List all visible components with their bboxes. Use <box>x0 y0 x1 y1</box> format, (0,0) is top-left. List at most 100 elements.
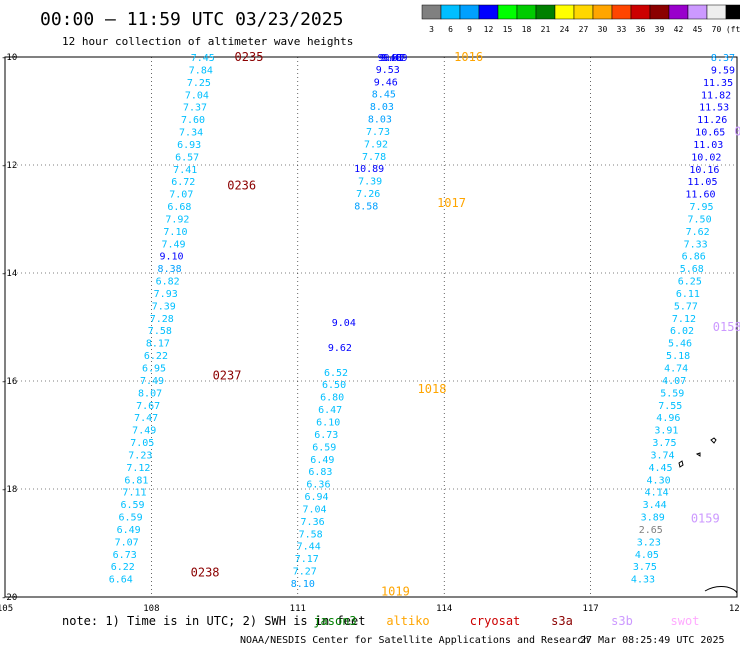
satellite-cryosat: cryosat <box>470 614 521 628</box>
swh-value: 8.17 <box>146 339 170 350</box>
swh-value: 3.44 <box>643 500 667 511</box>
swh-value: 7.39 <box>358 177 382 188</box>
swh-value: 8.45 <box>372 90 396 101</box>
swh-value: 8.07 <box>138 388 162 399</box>
swh-value: 2.65 <box>639 525 663 536</box>
swh-value: 3.23 <box>637 537 661 548</box>
swh-value: 8.03 <box>368 115 392 126</box>
swh-value: 6.50 <box>322 380 346 391</box>
credit-agency: NOAA/NESDIS Center for Satellite Applica… <box>240 635 589 646</box>
legend-swatch <box>535 4 556 20</box>
swh-value: 4.05 <box>635 550 659 561</box>
swh-value: 7.58 <box>299 529 323 540</box>
swh-value: 3.91 <box>654 426 678 437</box>
x-tick-label: 111 <box>290 604 306 614</box>
legend-label: (ft) <box>726 25 740 34</box>
swh-value: 4.14 <box>645 488 669 499</box>
swh-value: 6.02 <box>670 326 694 337</box>
swh-value: 6.59 <box>312 442 336 453</box>
chart-subtitle: 12 hour collection of altimeter wave hei… <box>62 35 353 48</box>
swh-value: 11.35 <box>703 78 733 89</box>
swh-value: 6.10 <box>316 418 340 429</box>
swh-value: 11.03 <box>693 140 723 151</box>
swh-value: 7.07 <box>115 537 139 548</box>
swh-value: 6.94 <box>304 492 328 503</box>
swh-value: 7.11 <box>122 488 146 499</box>
swh-value: 11.05 <box>687 177 717 188</box>
swh-value: 7.49 <box>132 426 156 437</box>
legend-label: 6 <box>448 25 453 34</box>
units-note: note: 1) Time is in UTC; 2) SWH is in fe… <box>62 614 365 628</box>
legend-label: 45 <box>693 25 703 34</box>
swh-value: 7.04 <box>302 504 326 515</box>
satellite-jason3: jason3 <box>313 614 356 628</box>
x-tick-label: 120 <box>729 604 740 614</box>
swh-value: 4.45 <box>648 463 672 474</box>
swh-value: 3.89 <box>641 513 665 524</box>
pass-label: 1016 <box>454 50 483 64</box>
swh-value: 4.96 <box>656 413 680 424</box>
pass-label: 0236 <box>227 179 256 193</box>
swh-value: 6.57 <box>175 152 199 163</box>
legend-label: 70 <box>712 25 722 34</box>
legend-label: 33 <box>617 25 627 34</box>
legend-label: 3 <box>429 25 434 34</box>
satellite-legend: jason3 altiko cryosat s3a s3b swot <box>313 614 699 628</box>
island-outline <box>678 460 684 468</box>
legend-label: 15 <box>503 25 513 34</box>
swh-value: 6.22 <box>111 562 135 573</box>
swh-value: 5.68 <box>680 264 704 275</box>
swh-value: 7.62 <box>686 227 710 238</box>
swh-value: 6.80 <box>320 393 344 404</box>
swh-value: 9.48 <box>378 53 402 64</box>
y-tick-label: -12 <box>1 161 17 171</box>
satellite-altiko: altiko <box>386 614 429 628</box>
pass-label: 1017 <box>437 196 466 210</box>
pass-time-labels: 0235 0236 0237 0238 1016 1017 1018 1019 0 0158 015… <box>191 50 740 599</box>
swh-value: 7.78 <box>362 152 386 163</box>
swh-value: 6.11 <box>676 289 700 300</box>
islands <box>678 437 738 594</box>
swh-value: 6.68 <box>167 202 191 213</box>
legend-label: 12 <box>484 25 494 34</box>
swh-value: 7.47 <box>134 413 158 424</box>
legend-swatch <box>459 4 480 20</box>
swh-value: 3.75 <box>652 438 676 449</box>
swh-value: 11.53 <box>699 103 729 114</box>
swh-value: 7.33 <box>684 239 708 250</box>
swh-value: 3.75 <box>633 562 657 573</box>
swh-value: 8.37 <box>711 53 735 64</box>
island-outline <box>710 437 717 444</box>
swh-value: 7.93 <box>154 289 178 300</box>
plot-frame <box>4 56 738 598</box>
y-tick-label: -10 <box>1 53 17 63</box>
swh-value: 7.36 <box>301 517 325 528</box>
swh-value: 7.26 <box>356 189 380 200</box>
swh-value: 4.74 <box>664 364 688 375</box>
legend-label: 18 <box>522 25 532 34</box>
legend-swatch <box>478 4 499 20</box>
legend-swatch <box>554 4 575 20</box>
legend-label: 21 <box>541 25 551 34</box>
swh-value: 6.82 <box>156 277 180 288</box>
axis-tick-labels: 105 108 111 114 117 120 -10 -12 -14 -16 -18 -20 <box>0 53 740 614</box>
swh-value: 10.65 <box>695 128 725 139</box>
legend-label: 30 <box>598 25 608 34</box>
island-outline <box>695 452 701 457</box>
swh-value: 9.62 <box>328 343 352 354</box>
swh-value: 11.26 <box>697 115 727 126</box>
swh-value: 7.04 <box>185 90 209 101</box>
swh-value: 7.92 <box>364 139 388 150</box>
swh-value: 7.12 <box>672 314 696 325</box>
swh-value: 7.17 <box>295 554 319 565</box>
swh-value: 7.55 <box>658 401 682 412</box>
coastline <box>704 586 738 594</box>
legend-label: 42 <box>674 25 684 34</box>
swh-value: 8.58 <box>354 202 378 213</box>
swh-value: 8.03 <box>370 102 394 113</box>
pass-label: 0 <box>734 125 740 139</box>
swh-value: 5.59 <box>660 388 684 399</box>
legend-swatch <box>649 4 670 20</box>
legend-label: 39 <box>655 25 665 34</box>
